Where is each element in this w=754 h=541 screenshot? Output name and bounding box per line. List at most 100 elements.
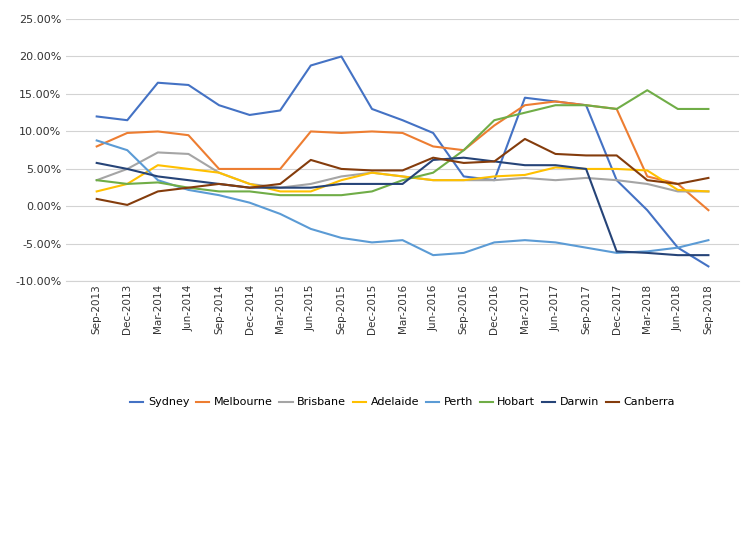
Brisbane	[704, 188, 713, 195]
Canberra	[398, 167, 407, 174]
Canberra	[704, 175, 713, 181]
Canberra	[428, 154, 437, 161]
Perth	[245, 200, 254, 206]
Canberra	[673, 181, 682, 187]
Melbourne	[367, 128, 376, 135]
Adelaide	[459, 177, 468, 183]
Perth	[215, 192, 224, 199]
Sydney	[153, 80, 162, 86]
Sydney	[490, 177, 499, 183]
Melbourne	[276, 166, 285, 172]
Legend: Sydney, Melbourne, Brisbane, Adelaide, Perth, Hobart, Darwin, Canberra: Sydney, Melbourne, Brisbane, Adelaide, P…	[130, 397, 675, 407]
Darwin	[367, 181, 376, 187]
Canberra	[123, 202, 132, 208]
Adelaide	[276, 188, 285, 195]
Melbourne	[551, 98, 560, 105]
Perth	[306, 226, 315, 232]
Sydney	[551, 98, 560, 105]
Perth	[123, 147, 132, 154]
Perth	[398, 237, 407, 243]
Hobart	[520, 109, 529, 116]
Line: Melbourne: Melbourne	[97, 102, 709, 210]
Perth	[612, 249, 621, 256]
Hobart	[245, 188, 254, 195]
Adelaide	[581, 166, 590, 172]
Adelaide	[123, 181, 132, 187]
Adelaide	[215, 169, 224, 176]
Adelaide	[92, 188, 101, 195]
Hobart	[306, 192, 315, 199]
Darwin	[337, 181, 346, 187]
Hobart	[337, 192, 346, 199]
Hobart	[184, 184, 193, 191]
Perth	[367, 239, 376, 246]
Brisbane	[276, 184, 285, 191]
Brisbane	[306, 181, 315, 187]
Canberra	[276, 181, 285, 187]
Adelaide	[337, 177, 346, 183]
Sydney	[581, 102, 590, 108]
Canberra	[551, 151, 560, 157]
Darwin	[153, 173, 162, 180]
Brisbane	[612, 177, 621, 183]
Brisbane	[184, 151, 193, 157]
Brisbane	[642, 181, 651, 187]
Canberra	[153, 188, 162, 195]
Darwin	[673, 252, 682, 259]
Adelaide	[184, 166, 193, 172]
Hobart	[367, 188, 376, 195]
Darwin	[215, 181, 224, 187]
Perth	[184, 187, 193, 193]
Brisbane	[581, 175, 590, 181]
Brisbane	[490, 177, 499, 183]
Adelaide	[520, 171, 529, 178]
Perth	[642, 248, 651, 255]
Darwin	[245, 184, 254, 191]
Melbourne	[398, 130, 407, 136]
Melbourne	[673, 181, 682, 187]
Perth	[704, 237, 713, 243]
Perth	[276, 210, 285, 217]
Melbourne	[245, 166, 254, 172]
Brisbane	[520, 175, 529, 181]
Canberra	[459, 160, 468, 166]
Melbourne	[459, 147, 468, 154]
Hobart	[673, 105, 682, 112]
Brisbane	[428, 177, 437, 183]
Sydney	[673, 245, 682, 251]
Line: Adelaide: Adelaide	[97, 165, 709, 192]
Hobart	[612, 105, 621, 112]
Sydney	[428, 130, 437, 136]
Melbourne	[428, 143, 437, 150]
Darwin	[276, 184, 285, 191]
Sydney	[398, 117, 407, 123]
Perth	[490, 239, 499, 246]
Perth	[153, 177, 162, 183]
Brisbane	[92, 177, 101, 183]
Line: Darwin: Darwin	[97, 157, 709, 255]
Canberra	[520, 136, 529, 142]
Adelaide	[551, 164, 560, 170]
Line: Canberra: Canberra	[97, 139, 709, 205]
Perth	[581, 245, 590, 251]
Canberra	[245, 184, 254, 191]
Adelaide	[245, 181, 254, 187]
Hobart	[153, 179, 162, 186]
Brisbane	[215, 169, 224, 176]
Melbourne	[490, 122, 499, 129]
Sydney	[215, 102, 224, 108]
Sydney	[184, 82, 193, 88]
Hobart	[428, 169, 437, 176]
Hobart	[581, 102, 590, 108]
Melbourne	[306, 128, 315, 135]
Line: Sydney: Sydney	[97, 56, 709, 266]
Perth	[337, 235, 346, 241]
Darwin	[306, 184, 315, 191]
Melbourne	[123, 130, 132, 136]
Line: Brisbane: Brisbane	[97, 153, 709, 192]
Darwin	[123, 166, 132, 172]
Sydney	[276, 107, 285, 114]
Adelaide	[367, 169, 376, 176]
Melbourne	[642, 173, 651, 180]
Darwin	[612, 248, 621, 255]
